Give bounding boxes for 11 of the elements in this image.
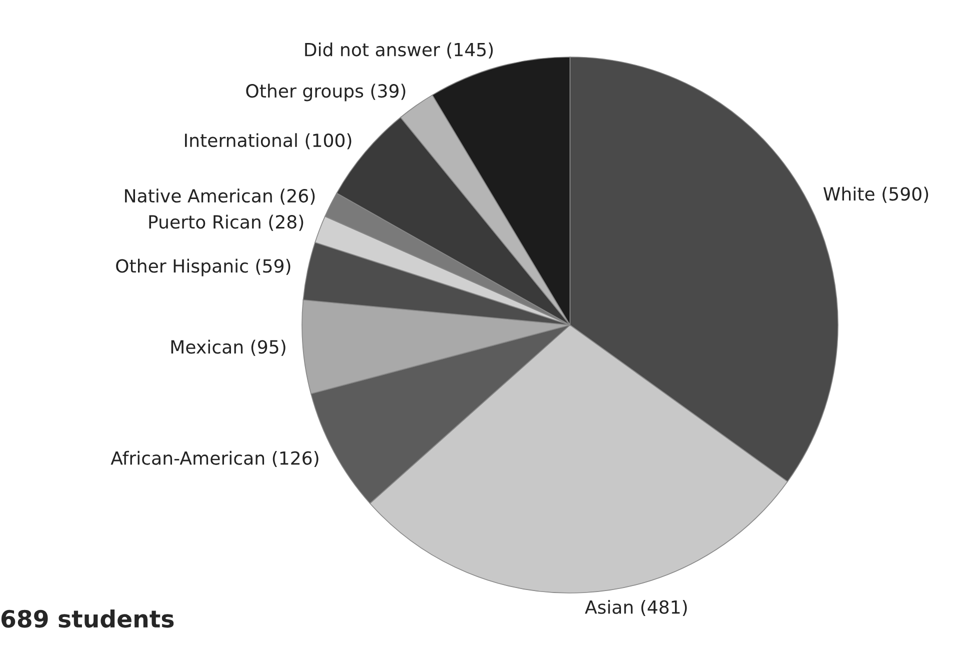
slice-label: Mexican (95): [171, 340, 286, 356]
slice-label: Native American (26): [125, 188, 315, 205]
slice-label: Other Hispanic (59): [116, 258, 290, 276]
slice-label: International (100): [185, 133, 352, 150]
slice-label: Other groups (39): [246, 84, 406, 102]
slice-label: Puerto Rican (28): [149, 214, 304, 231]
text: 689 students: [1, 609, 174, 628]
slice-label: White (590): [823, 186, 928, 203]
slice-label: African-American (126): [110, 450, 318, 468]
slice-label: Asian (481): [584, 600, 687, 616]
slice-label: Did not answer (145): [305, 42, 493, 59]
